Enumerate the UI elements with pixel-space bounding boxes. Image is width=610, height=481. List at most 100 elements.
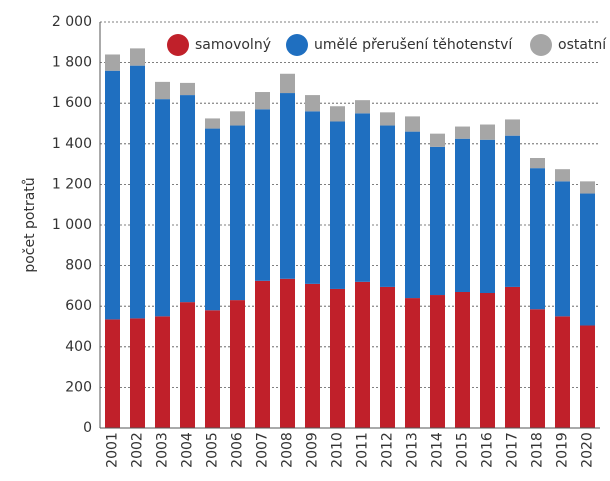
bar-segment (580, 325, 595, 428)
bar-segment (505, 119, 520, 136)
legend-marker (530, 34, 552, 56)
bar-segment (205, 128, 220, 311)
bar-segment (455, 126, 470, 139)
bar-segment (405, 116, 420, 132)
bar-segment (255, 109, 270, 281)
x-tick-label: 2012 (380, 432, 396, 468)
x-tick-label: 2010 (330, 432, 346, 468)
bar-segment (105, 54, 120, 71)
x-tick-label: 2006 (230, 432, 246, 468)
bar-segment (255, 92, 270, 110)
bar-segment (455, 291, 470, 428)
bar-segment (305, 95, 320, 112)
bar-segment (230, 300, 245, 428)
x-tick-label: 2017 (505, 432, 521, 468)
x-tick-label: 2016 (480, 432, 496, 468)
legend-box (160, 28, 596, 62)
bar-segment (280, 93, 295, 279)
legend-label: umělé přerušení těhotenství (314, 37, 513, 53)
bar-segment (530, 168, 545, 310)
bar-segment (205, 310, 220, 428)
bar-segment (580, 181, 595, 194)
x-tick-label: 2007 (255, 432, 271, 468)
bar-segment (530, 309, 545, 428)
bar-segment (130, 318, 145, 428)
y-tick-label: 200 (65, 379, 92, 395)
y-tick-label: 2 000 (52, 14, 92, 30)
bar-segment (480, 293, 495, 428)
bar-segment (155, 99, 170, 317)
bar-segment (105, 319, 120, 428)
y-tick-label: 400 (65, 339, 92, 355)
bar-segment (330, 288, 345, 428)
bar-segment (555, 181, 570, 317)
x-tick-label: 2002 (130, 432, 146, 468)
y-tick-label: 800 (65, 258, 92, 274)
bar-segment (305, 283, 320, 428)
bar-segment (255, 280, 270, 428)
x-tick-label: 2015 (455, 432, 471, 468)
bar-segment (230, 111, 245, 126)
bar-segment (405, 298, 420, 428)
bar-segment (180, 302, 195, 428)
bar-segment (505, 135, 520, 287)
bar-segment (280, 278, 295, 428)
x-tick-label: 2013 (405, 432, 421, 468)
bar-segment (330, 121, 345, 289)
bar-segment (405, 131, 420, 299)
x-tick-label: 2008 (280, 432, 296, 468)
y-tick-label: 1 600 (52, 95, 92, 111)
x-tick-label: 2003 (155, 432, 171, 468)
bar-segment (355, 281, 370, 428)
bar-segment (480, 139, 495, 294)
x-tick-label: 2001 (105, 432, 121, 468)
y-tick-label: 1 200 (52, 176, 92, 192)
bar-segment (430, 146, 445, 296)
bar-segment (130, 65, 145, 319)
x-tick-label: 2005 (205, 432, 221, 468)
bar-segment (330, 106, 345, 122)
bar-segment (280, 73, 295, 94)
bar-segment (355, 113, 370, 282)
x-tick-label: 2009 (305, 432, 321, 468)
legend-label: samovolný (195, 37, 271, 53)
y-tick-label: 1 000 (52, 217, 92, 233)
x-tick-label: 2011 (355, 432, 371, 468)
bar-segment (555, 316, 570, 428)
bar-segment (180, 95, 195, 303)
bar-segment (455, 138, 470, 292)
bar-segment (480, 124, 495, 140)
x-tick-label: 2018 (530, 432, 546, 468)
bar-segment (205, 118, 220, 129)
bar-segment (580, 193, 595, 326)
bar-segment (430, 133, 445, 147)
y-axis-label: počet potratů (22, 177, 38, 272)
bar-segment (305, 111, 320, 284)
bar-segment (380, 125, 395, 287)
bar-segment (130, 48, 145, 66)
bar-segment (530, 158, 545, 169)
bar-segment (230, 125, 245, 301)
bar-segment (355, 100, 370, 114)
bar-segment (555, 169, 570, 182)
legend-marker (286, 34, 308, 56)
bar-segment (155, 316, 170, 428)
bar-segment (155, 81, 170, 100)
bar-segment (380, 112, 395, 126)
x-tick-label: 2019 (555, 432, 571, 468)
bar-segment (505, 286, 520, 428)
y-tick-label: 0 (83, 420, 92, 436)
legend-label: ostatní (558, 37, 607, 53)
legend-marker (167, 34, 189, 56)
bar-segment (430, 295, 445, 428)
bar-segment (180, 82, 195, 96)
bar-segment (105, 70, 120, 320)
y-tick-label: 1 800 (52, 55, 92, 71)
x-tick-label: 2004 (180, 432, 196, 468)
x-tick-label: 2020 (580, 432, 596, 468)
x-tick-label: 2014 (430, 432, 446, 468)
y-tick-label: 600 (65, 298, 92, 314)
bar-segment (380, 286, 395, 428)
y-tick-label: 1 400 (52, 136, 92, 152)
